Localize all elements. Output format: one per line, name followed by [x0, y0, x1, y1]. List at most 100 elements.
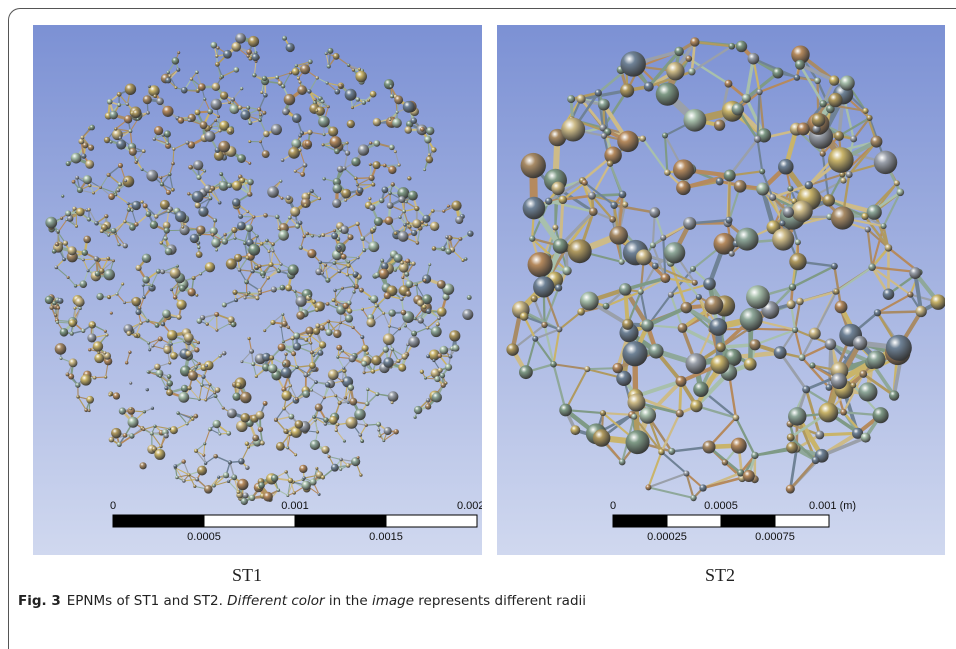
- pore: [195, 294, 198, 297]
- pore: [295, 365, 299, 369]
- pore: [113, 392, 120, 399]
- pore: [334, 148, 340, 154]
- pore: [371, 183, 375, 187]
- pore: [172, 148, 175, 151]
- pore: [354, 177, 358, 181]
- pore: [104, 330, 107, 333]
- pore: [391, 401, 394, 404]
- pore: [620, 84, 634, 98]
- pore: [858, 382, 877, 401]
- pore: [67, 276, 70, 279]
- pore: [362, 100, 366, 104]
- pore: [422, 274, 431, 283]
- pore: [303, 372, 308, 377]
- pore: [401, 353, 407, 359]
- pore: [369, 142, 372, 145]
- pore: [284, 353, 287, 356]
- pore: [696, 294, 702, 300]
- pore: [742, 94, 751, 103]
- pore: [262, 111, 266, 115]
- pore: [447, 205, 450, 208]
- pore: [426, 127, 434, 135]
- pore: [327, 320, 331, 324]
- pore: [93, 376, 97, 380]
- pore: [426, 354, 430, 358]
- pore: [823, 194, 835, 206]
- pore: [167, 210, 170, 213]
- pore: [673, 159, 694, 180]
- pore: [382, 186, 389, 193]
- pore: [444, 381, 447, 384]
- pore: [362, 345, 369, 352]
- pore: [794, 74, 800, 80]
- pore: [235, 33, 246, 44]
- pore: [299, 465, 307, 473]
- pore: [724, 170, 736, 182]
- pore: [802, 385, 810, 393]
- pore: [280, 285, 286, 291]
- pore: [146, 111, 150, 115]
- pore: [270, 320, 275, 325]
- pore: [121, 283, 124, 286]
- pore: [351, 157, 360, 166]
- pore: [238, 105, 242, 109]
- throat: [385, 165, 399, 166]
- pore: [388, 166, 396, 174]
- pore: [218, 432, 221, 435]
- pore: [296, 311, 304, 319]
- pore: [358, 68, 361, 71]
- pore: [204, 398, 207, 401]
- pore: [743, 470, 755, 482]
- pore: [110, 312, 113, 315]
- pore: [295, 64, 298, 67]
- pore: [75, 383, 80, 388]
- pore: [255, 375, 258, 378]
- pore: [135, 309, 141, 315]
- pore: [192, 191, 204, 203]
- pore: [237, 479, 248, 490]
- pore: [109, 111, 118, 120]
- pore: [231, 322, 236, 327]
- pore: [184, 333, 194, 343]
- pore: [567, 95, 575, 103]
- pore: [114, 193, 117, 196]
- pore: [251, 362, 255, 366]
- pore: [426, 398, 430, 402]
- pore: [128, 129, 132, 133]
- pore: [333, 289, 336, 292]
- page: {"panels": [ {"label": "ST1", "scale": {…: [0, 0, 956, 622]
- pore: [259, 292, 262, 295]
- pore: [88, 145, 94, 151]
- pore: [69, 319, 77, 327]
- pore: [206, 322, 209, 325]
- pore: [172, 57, 179, 64]
- pore: [192, 276, 196, 280]
- pore: [325, 329, 332, 336]
- pore: [341, 254, 347, 260]
- pore: [263, 93, 268, 98]
- pore: [88, 184, 91, 187]
- pore: [601, 133, 607, 139]
- pore: [54, 266, 58, 270]
- pore: [414, 406, 422, 414]
- pore: [204, 485, 213, 494]
- pore: [302, 476, 305, 479]
- pore: [123, 301, 126, 304]
- pore: [215, 249, 218, 252]
- pore: [411, 331, 417, 337]
- pore: [840, 76, 855, 91]
- pore: [369, 163, 372, 166]
- pore: [339, 228, 342, 231]
- pore: [117, 442, 122, 447]
- scale-bar-segment: [775, 515, 829, 527]
- pore: [223, 472, 229, 478]
- pore: [212, 484, 216, 488]
- pore: [114, 127, 117, 130]
- pore: [245, 224, 253, 232]
- pore: [282, 407, 286, 411]
- pore: [125, 361, 128, 364]
- pore: [815, 430, 824, 439]
- pore: [171, 188, 175, 192]
- pore: [249, 349, 254, 354]
- pore: [99, 268, 104, 273]
